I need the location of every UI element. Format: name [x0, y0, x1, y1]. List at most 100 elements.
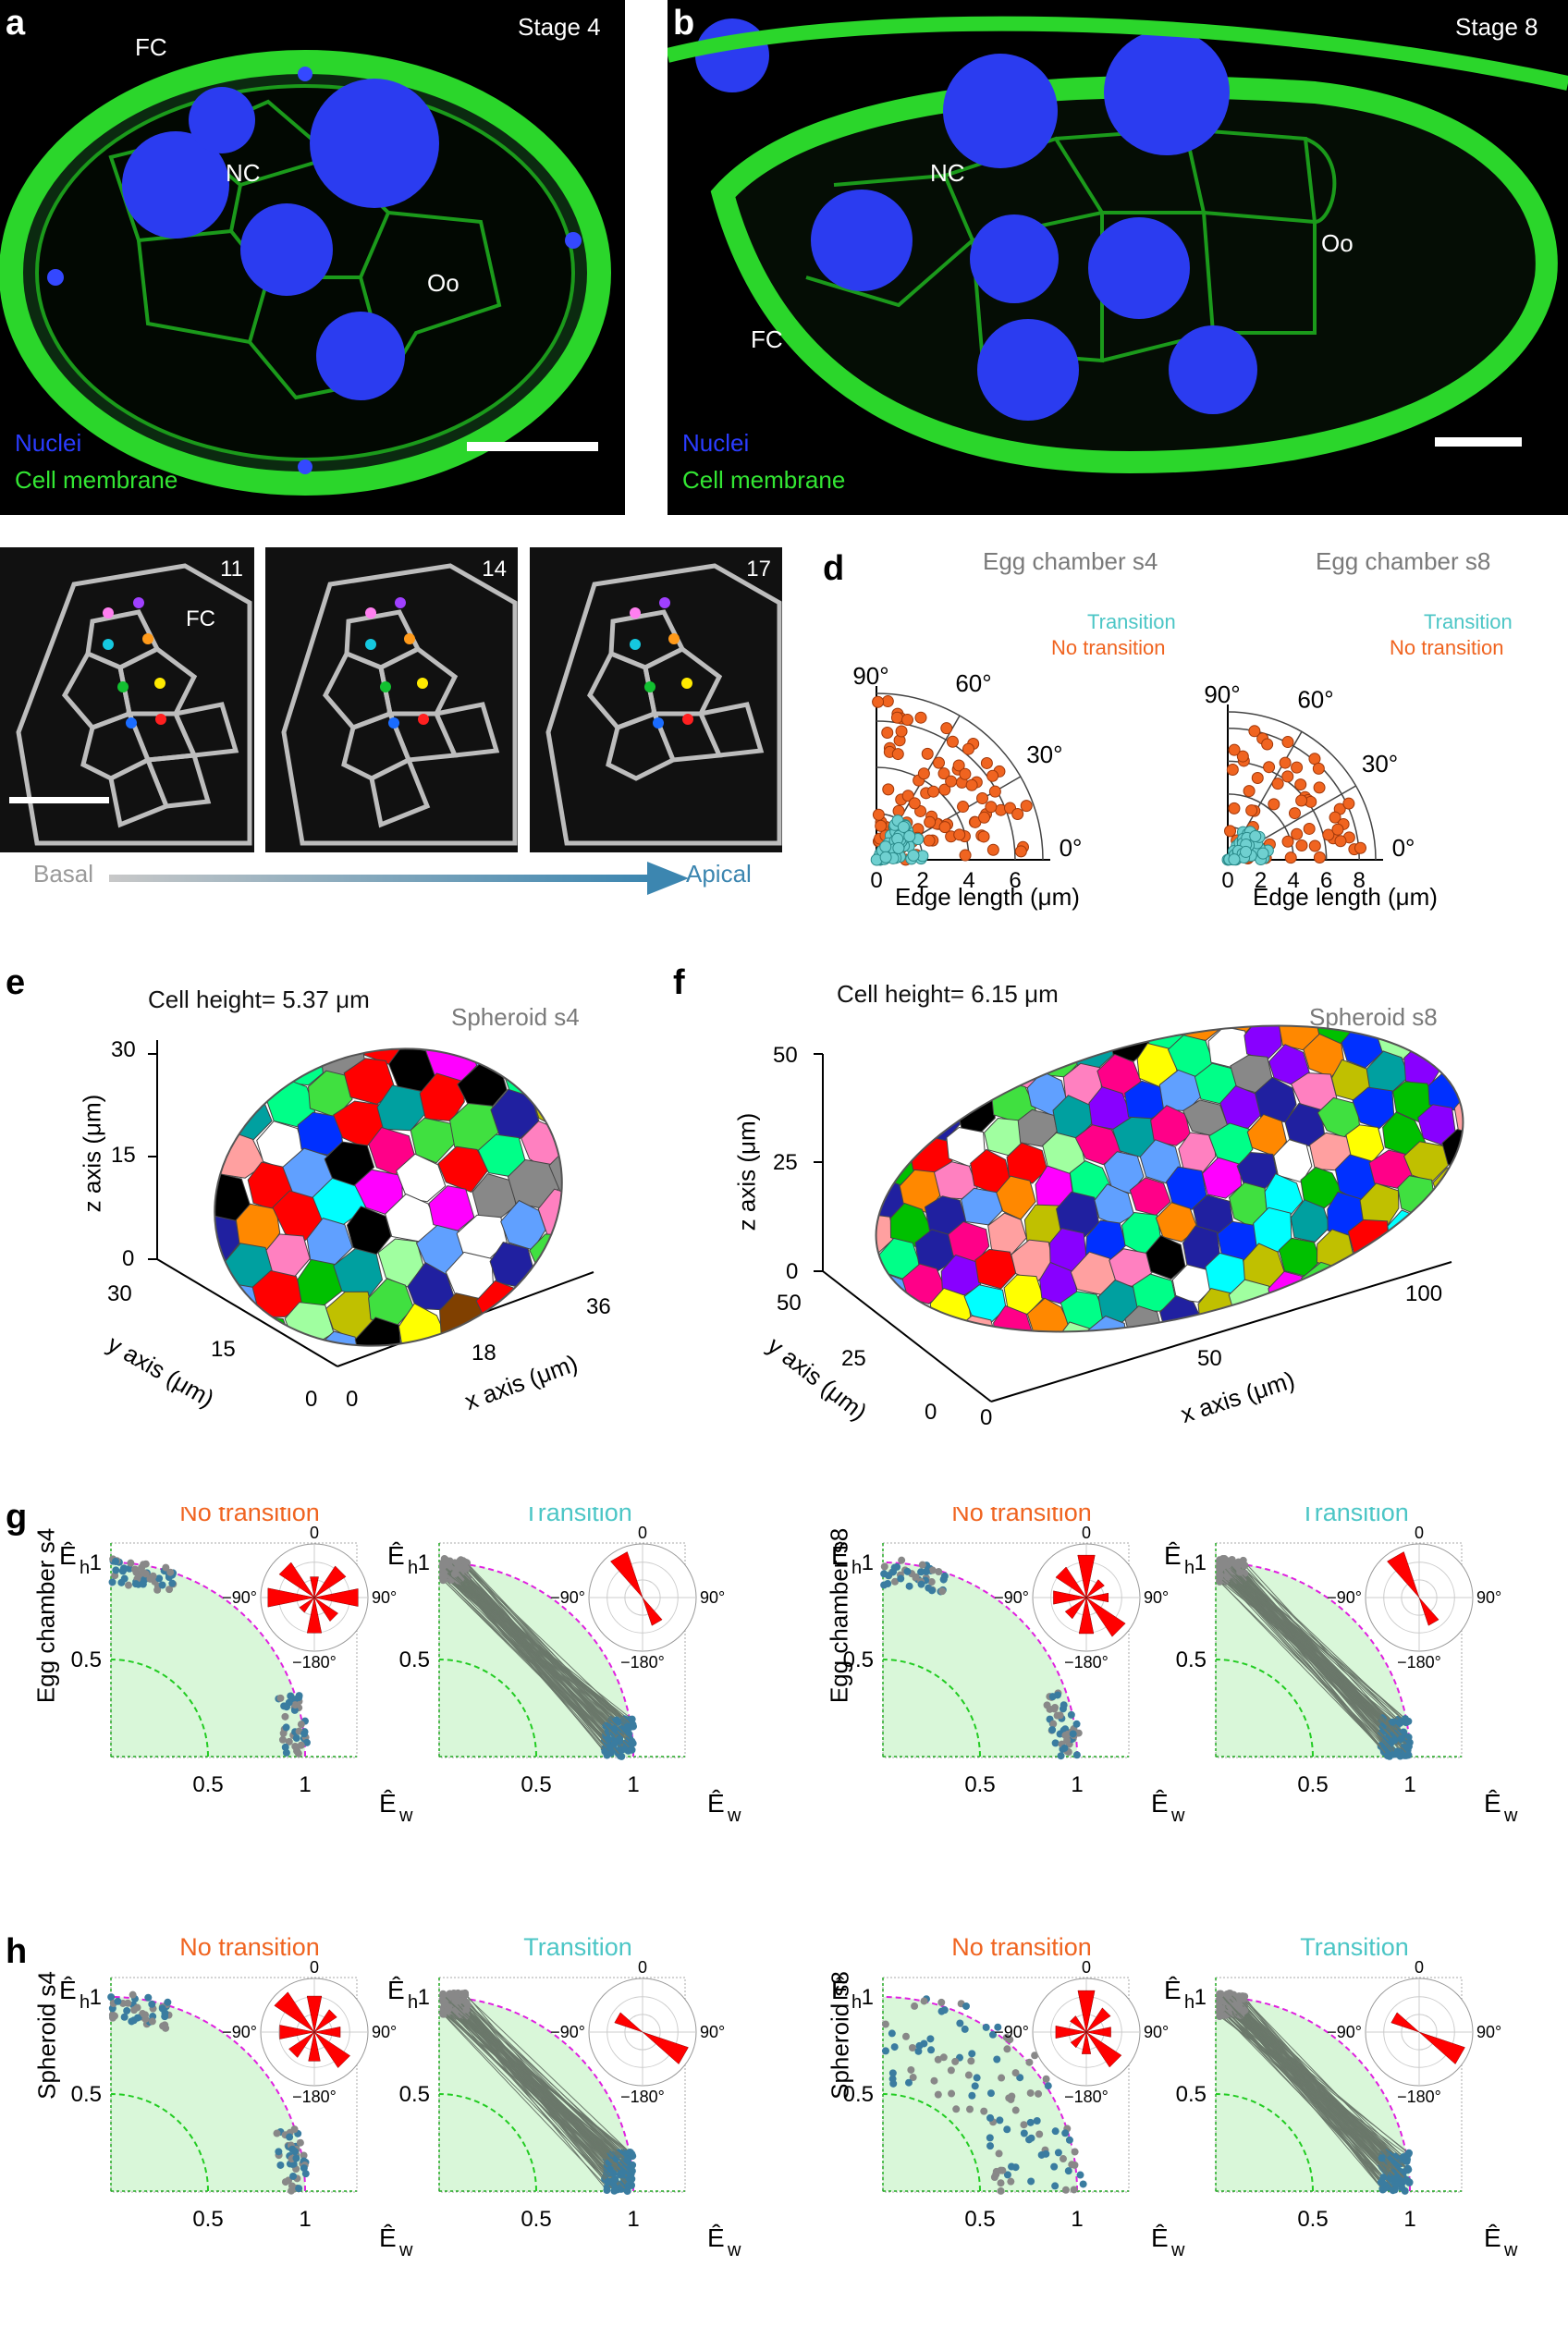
rose-bar — [306, 1597, 323, 1634]
no-transition-point — [1334, 835, 1347, 848]
panel-c-fc: FC — [186, 606, 215, 631]
transition-point — [879, 840, 892, 853]
spheroid-cell — [1329, 1290, 1370, 1329]
data-point — [912, 1573, 920, 1581]
polar-plot-s8: 0 2 4 6 8 0° 30° 60° 90° — [1204, 680, 1415, 893]
y-tick: 1 — [862, 1550, 874, 1575]
transition-line — [442, 1566, 618, 1721]
data-point-before — [462, 2005, 471, 2014]
data-point — [1054, 2149, 1062, 2157]
data-point — [993, 2055, 1001, 2064]
rose-label-neg90: −90° — [994, 1588, 1029, 1607]
no-transition-point — [1224, 825, 1237, 838]
data-point-after — [626, 2164, 634, 2173]
data-point — [1003, 2171, 1011, 2179]
panel-a-oo: Oo — [427, 269, 459, 297]
spheroid-cell — [245, 1017, 296, 1058]
data-point — [1027, 2177, 1035, 2186]
f-y-tick-50: 50 — [777, 1291, 802, 1316]
no-transition-point — [953, 828, 966, 841]
no-transition-point — [901, 714, 914, 727]
rose-bar — [310, 1576, 319, 1598]
feasible-region — [111, 1562, 305, 1757]
data-point — [297, 1741, 305, 1749]
no-transition-point — [945, 775, 958, 788]
spheroid-s8-3d — [802, 1017, 1495, 1402]
transition-line — [465, 1568, 632, 1742]
transition-line — [1227, 1576, 1394, 1735]
data-point — [285, 1737, 293, 1745]
panel-a-nc: NC — [226, 159, 261, 187]
spheroid-cell — [538, 1039, 593, 1086]
transition-line — [449, 1561, 612, 1754]
y-tick: 0.5 — [71, 2082, 102, 2107]
spheroid-cell — [1410, 1017, 1453, 1051]
data-point — [905, 1582, 913, 1590]
spheroid-cell — [186, 1106, 234, 1154]
y-tick: 0.5 — [1176, 2082, 1207, 2107]
data-point — [937, 2007, 946, 2015]
rose-bar — [1085, 1597, 1126, 1637]
y-axis-label: Ê — [831, 1976, 849, 2004]
x-tick: 0.5 — [521, 2207, 551, 2232]
polar-s4-title: Egg chamber s4 — [983, 547, 1158, 575]
transition-line — [464, 1994, 631, 2153]
panel-b-fc: FC — [751, 325, 783, 353]
f-x-tick-100: 100 — [1405, 1281, 1443, 1306]
data-point — [148, 2000, 156, 2008]
data-point — [998, 2074, 1006, 2082]
data-point — [300, 2151, 308, 2160]
transition-line — [1225, 2015, 1403, 2184]
transition-line — [1236, 2010, 1409, 2182]
frame-number-14: 14 — [482, 557, 507, 582]
e-x-tick-36: 36 — [586, 1294, 611, 1319]
spheroid-cell — [867, 1044, 910, 1087]
data-point-before — [1241, 1562, 1249, 1570]
rose-bar — [267, 1587, 315, 1608]
legend-transition-s4: Transition — [1087, 610, 1176, 633]
transition-line — [467, 2004, 625, 2162]
spheroid-cell — [901, 1038, 945, 1080]
no-transition-point — [891, 748, 904, 761]
e-x-tick-0: 0 — [346, 1387, 359, 1412]
data-point — [951, 2057, 960, 2065]
plot-title: Transition — [1300, 1933, 1409, 1961]
data-point — [889, 2079, 898, 2088]
y-tick: 0.5 — [1176, 1647, 1207, 1672]
no-transition-point — [914, 711, 927, 724]
data-point-before — [461, 1990, 470, 1999]
panel-f-title: Spheroid s8 — [1309, 1003, 1438, 1031]
data-point — [880, 1581, 888, 1589]
inner-arc — [1215, 1659, 1314, 1757]
transition-line — [1221, 1565, 1391, 1725]
x-tick: 0.5 — [521, 1772, 551, 1797]
rose-bar — [1077, 1990, 1096, 2033]
panel-d-letter: d — [823, 549, 845, 588]
panel-a-fc: FC — [135, 33, 167, 61]
spheroid-cell — [1473, 1253, 1495, 1294]
transition-line — [455, 1567, 632, 1750]
transition-line — [1227, 2012, 1387, 2172]
data-point — [133, 2014, 141, 2022]
data-point — [1059, 2155, 1067, 2163]
panel-b-nc: NC — [930, 159, 965, 187]
no-transition-point — [908, 797, 921, 810]
data-point-after — [606, 1749, 615, 1757]
x-axis-label: Ê — [1484, 1789, 1501, 1818]
rose-label-neg90: −90° — [222, 1588, 257, 1607]
no-transition-point — [976, 791, 989, 804]
data-point-after — [627, 2170, 635, 2178]
data-point — [903, 1567, 912, 1575]
data-point-after — [601, 1747, 609, 1756]
transition-line — [457, 2003, 621, 2175]
data-point — [165, 1586, 174, 1594]
spheroid-cell — [802, 1162, 840, 1204]
transition-line — [465, 1565, 634, 1727]
y-tick: 0.5 — [399, 1647, 430, 1672]
data-point-after — [1390, 1736, 1399, 1745]
legend-no-transition-s4: No transition — [1051, 636, 1166, 659]
data-point — [986, 2142, 995, 2150]
no-transition-point — [881, 726, 894, 739]
